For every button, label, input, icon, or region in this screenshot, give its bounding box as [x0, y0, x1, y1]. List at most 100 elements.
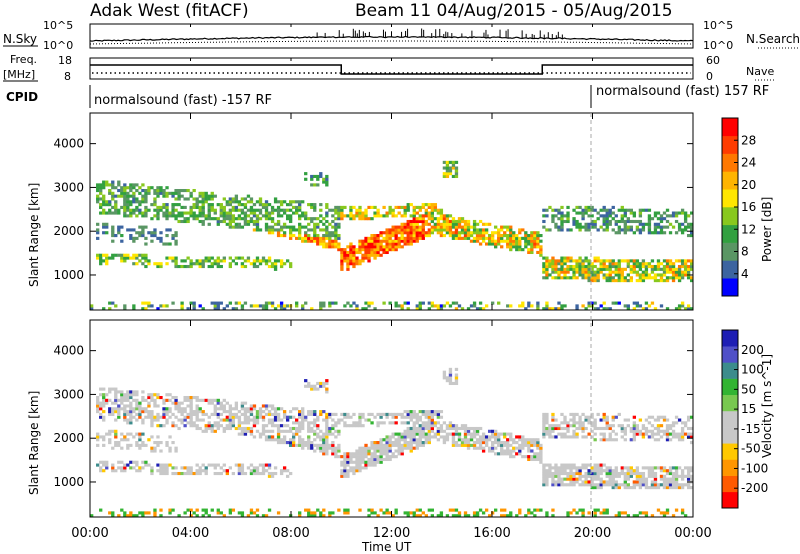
heatmap-cell: [424, 424, 428, 428]
heatmap-cell: [135, 183, 139, 187]
heatmap-cell: [243, 259, 248, 263]
heatmap-cell: [370, 253, 374, 257]
heatmap-cell: [123, 191, 127, 195]
heatmap-cell: [370, 441, 374, 445]
xtick-label: 00:00: [71, 526, 108, 541]
heatmap-cell: [406, 429, 410, 433]
heatmap-cell: [439, 514, 444, 518]
heatmap-cell: [129, 234, 133, 238]
heatmap-cell: [234, 415, 239, 419]
heatmap-cell: [602, 228, 606, 232]
heatmap-cell: [500, 239, 504, 243]
heatmap-cell: [108, 387, 112, 391]
heatmap-cell: [545, 469, 549, 473]
heatmap-cell: [373, 205, 377, 209]
heatmap-cell: [406, 307, 410, 311]
heatmap-cell: [400, 432, 404, 436]
heatmap-cell: [638, 429, 643, 433]
heatmap-cell: [554, 480, 558, 484]
heatmap-cell: [123, 200, 127, 204]
heatmap-cell: [367, 236, 371, 240]
heatmap-cell: [135, 390, 139, 394]
heatmap-cell: [316, 174, 320, 179]
heatmap-cell: [674, 480, 679, 484]
heatmap-cell: [240, 307, 245, 311]
heatmap-cell: [243, 264, 248, 269]
heatmap-cell: [222, 214, 226, 218]
heatmap-cell: [566, 259, 570, 263]
heatmap-cell: [120, 194, 124, 198]
heatmap-cell: [394, 236, 398, 240]
heatmap-cell: [608, 466, 612, 470]
heatmap-cell: [298, 236, 302, 240]
velocity-ylabel: Slant Range [km]: [27, 391, 41, 495]
heatmap-cell: [264, 404, 269, 408]
heatmap-cell: [599, 208, 603, 212]
heatmap-cell: [285, 225, 290, 229]
heatmap-cell: [557, 267, 561, 271]
heatmap-cell: [282, 234, 287, 238]
heatmap-cell: [563, 273, 567, 277]
heatmap-cell: [689, 435, 694, 439]
heatmap-cell: [400, 421, 404, 425]
heatmap-cell: [252, 469, 257, 473]
heatmap-cell: [138, 407, 142, 411]
heatmap-cell: [99, 259, 103, 263]
heatmap-cell: [551, 219, 555, 224]
heatmap-cell: [270, 429, 275, 433]
heatmap-cell: [285, 304, 290, 308]
heatmap-cell: [168, 398, 172, 402]
heatmap-cell: [557, 469, 561, 473]
heatmap-cell: [246, 466, 251, 470]
heatmap-cell: [270, 424, 275, 428]
heatmap-cell: [270, 231, 275, 235]
heatmap-cell: [457, 443, 462, 447]
heatmap-cell: [165, 256, 169, 260]
heatmap-cell: [418, 234, 422, 238]
heatmap-cell: [267, 412, 272, 416]
heatmap-cell: [635, 301, 640, 305]
heatmap-cell: [460, 307, 465, 311]
heatmap-cell: [638, 486, 643, 490]
heatmap-cell: [138, 410, 142, 414]
heatmap-cell: [560, 264, 564, 269]
heatmap-cell: [358, 469, 362, 473]
heatmap-cell: [454, 234, 459, 238]
heatmap-cell: [614, 474, 618, 478]
heatmap-cell: [515, 236, 519, 240]
heatmap-cell: [343, 452, 347, 456]
heatmap-cell: [584, 222, 588, 226]
heatmap-cell: [105, 211, 109, 215]
heatmap-cell: [436, 219, 441, 224]
heatmap-cell: [439, 217, 444, 221]
heatmap-cell: [192, 421, 196, 425]
heatmap-cell: [307, 384, 311, 388]
heatmap-cell: [295, 418, 299, 422]
heatmap-cell: [626, 477, 630, 481]
heatmap-cell: [144, 256, 148, 260]
heatmap-cell: [415, 418, 419, 422]
heatmap-cell: [617, 514, 621, 518]
heatmap-cell: [515, 514, 519, 518]
heatmap-cell: [126, 205, 130, 209]
heatmap-cell: [581, 421, 585, 425]
heatmap-cell: [165, 463, 169, 467]
heatmap-cell: [638, 279, 643, 283]
heatmap-cell: [463, 228, 468, 232]
heatmap-cell: [141, 390, 145, 394]
heatmap-cell: [234, 463, 239, 467]
heatmap-cell: [557, 228, 561, 232]
heatmap-cell: [105, 262, 109, 266]
heatmap-cell: [472, 225, 477, 229]
heatmap-cell: [545, 426, 549, 431]
heatmap-cell: [273, 424, 278, 428]
heatmap-cell: [355, 469, 359, 473]
heatmap-cell: [388, 248, 392, 252]
heatmap-cell: [632, 211, 637, 215]
heatmap-cell: [376, 250, 380, 255]
heatmap-cell: [611, 474, 615, 478]
heatmap-cell: [512, 441, 516, 445]
heatmap-cell: [120, 432, 124, 436]
heatmap-cell: [424, 415, 428, 419]
nsearch-tick-bottom: 10^0: [703, 39, 733, 52]
